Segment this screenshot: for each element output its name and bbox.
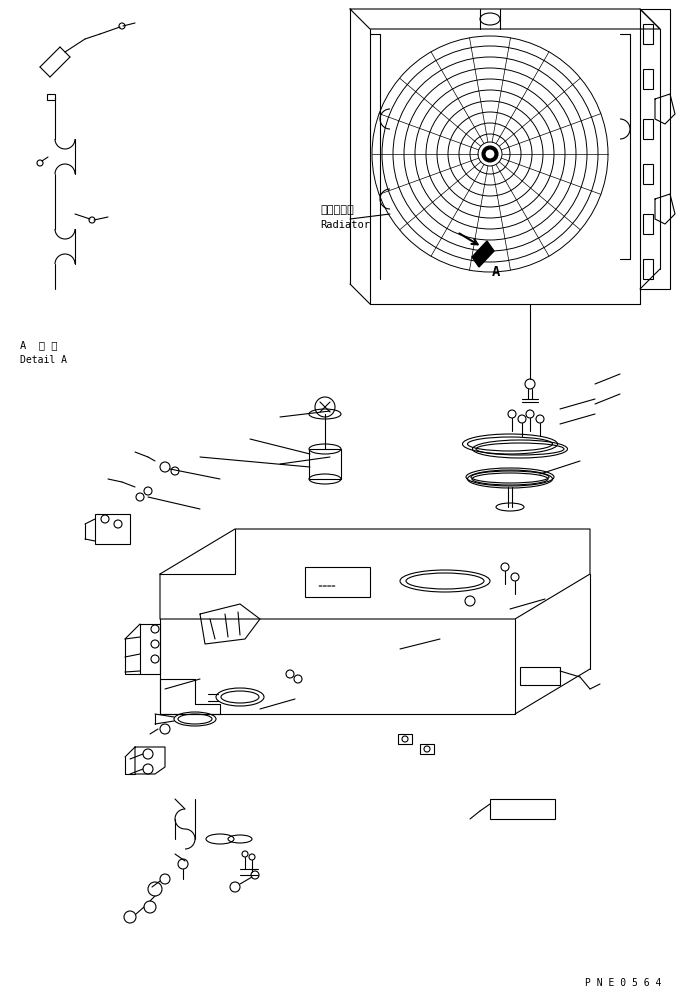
Bar bbox=[305, 568, 370, 597]
Bar bbox=[490, 799, 555, 819]
Text: P N E 0 5 6 4: P N E 0 5 6 4 bbox=[585, 977, 661, 987]
Bar bbox=[643, 259, 653, 279]
Text: A: A bbox=[492, 264, 500, 278]
Bar bbox=[643, 165, 653, 185]
Bar bbox=[520, 667, 560, 685]
Bar bbox=[643, 120, 653, 140]
Bar bbox=[640, 10, 670, 289]
Bar bbox=[47, 94, 55, 101]
Text: ====: ==== bbox=[310, 582, 336, 588]
Bar bbox=[643, 215, 653, 235]
Circle shape bbox=[482, 147, 498, 163]
Polygon shape bbox=[472, 242, 494, 267]
Bar bbox=[309, 449, 341, 479]
Text: Radiator: Radiator bbox=[320, 220, 370, 230]
Bar bbox=[398, 735, 412, 745]
Circle shape bbox=[485, 150, 495, 160]
Text: ラジエータ: ラジエータ bbox=[320, 205, 353, 215]
Bar bbox=[643, 25, 653, 45]
Text: A  詳 細: A 詳 細 bbox=[20, 340, 57, 350]
Bar bbox=[95, 515, 130, 545]
Text: Detail A: Detail A bbox=[20, 355, 67, 365]
Bar bbox=[643, 70, 653, 89]
Bar bbox=[420, 745, 434, 754]
